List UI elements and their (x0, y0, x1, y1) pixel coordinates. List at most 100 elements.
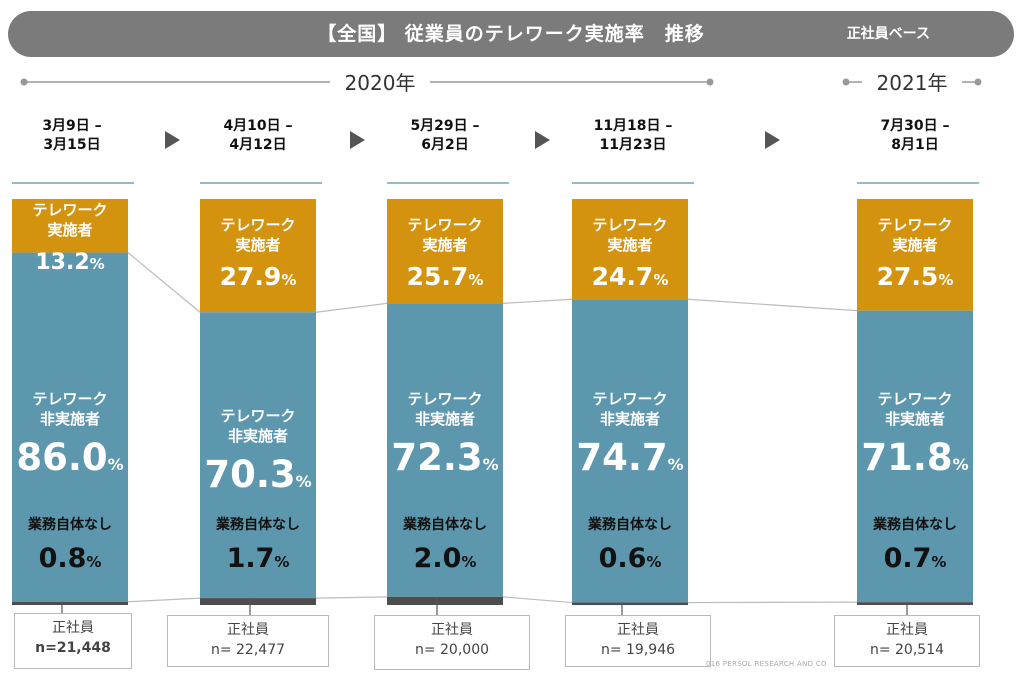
connector-line (315, 596, 388, 599)
bar-segment-no-work (12, 601, 128, 605)
arrow-icon (765, 131, 780, 149)
non-teleworker-value: 70.3% (204, 453, 311, 496)
period-arrows (165, 131, 780, 149)
non-teleworker-label: 非実施者 (40, 410, 100, 428)
no-work-value: 0.8% (39, 543, 102, 574)
teleworker-value: 13.2% (35, 250, 104, 275)
base-label: 正社員 (227, 622, 269, 638)
non-teleworker-label: テレワーク (877, 390, 952, 408)
bar-segment-non-teleworker (572, 299, 688, 603)
bar-segment-non-teleworker (200, 312, 316, 599)
bar-segment-no-work (387, 596, 503, 605)
bar-segment-teleworker (12, 199, 128, 253)
period-label: 4月10日 – 4月12日 (193, 117, 323, 155)
sample-size: n= 20,000 (414, 642, 490, 658)
basis-label: 正社員ベース (846, 26, 930, 42)
period-label-line: 4月10日 – (223, 118, 293, 134)
chart-title: 【全国】 従業員のテレワーク実施率 推移 (317, 23, 705, 45)
non-teleworker-label: テレワーク (407, 390, 482, 408)
no-work-value: 1.7% (227, 543, 290, 574)
teleworker-value: 24.7% (592, 262, 669, 291)
non-teleworker-label: テレワーク (32, 390, 107, 408)
teleworker-label: 実施者 (235, 236, 280, 254)
bar-segment-no-work (572, 602, 688, 606)
period-label-line: 5月29日 – (410, 118, 480, 134)
connector-line (502, 298, 573, 304)
copyright: 016 PERSOL RESEARCH AND CO (706, 660, 827, 668)
teleworker-label: テレワーク (592, 216, 667, 234)
non-teleworker-label: テレワーク (592, 390, 667, 408)
connector-line (127, 597, 201, 603)
bar-segment-teleworker (857, 199, 973, 311)
no-work-label: 業務自体なし (587, 516, 672, 533)
non-teleworker-label: 非実施者 (415, 410, 475, 428)
non-teleworker-label: 非実施者 (600, 410, 660, 428)
teleworker-label: テレワーク (220, 216, 295, 234)
non-teleworker-value: 72.3% (391, 436, 498, 479)
connector-line (502, 596, 573, 604)
teleworker-value: 27.5% (877, 262, 954, 291)
period-label-line: 11月23日 (599, 137, 667, 153)
period-label-line: 11月18日 – (593, 118, 673, 134)
non-teleworker-label: 非実施者 (228, 427, 288, 445)
bar-segment-non-teleworker (387, 303, 503, 597)
arrow-icon (350, 131, 365, 149)
arrow-icon (165, 131, 180, 149)
bar-segment-teleworker (200, 199, 316, 313)
teleworker-label: 実施者 (47, 221, 92, 239)
period-label-line: 3月15日 (43, 137, 101, 153)
teleworker-value: 27.9% (220, 262, 297, 291)
sample-size-box: 正社員 n= 22,477 (167, 615, 329, 667)
teleworker-label: 実施者 (607, 236, 652, 254)
sample-size-box: 正社員 n= 20,514 (834, 615, 980, 667)
teleworker-label: テレワーク (32, 201, 107, 219)
connector-line (127, 252, 201, 313)
period-label: 7月30日 – 8月1日 (850, 117, 980, 155)
sample-size: n= 19,946 (600, 642, 676, 658)
non-teleworker-label: 非実施者 (885, 410, 945, 428)
bar-segment-teleworker (387, 199, 503, 304)
timeline: 2020年 2021年 (20, 71, 982, 95)
year-2021-label: 2021年 (877, 71, 948, 95)
bars: テレワーク実施者13.2%テレワーク非実施者86.0%業務自体なし0.8%テレワ… (12, 182, 979, 615)
sample-size: n= 20,514 (869, 642, 945, 658)
arrow-icon (535, 131, 550, 149)
year-2020-label: 2020年 (345, 71, 416, 95)
sample-size-box: 正社員 n= 20,000 (374, 615, 530, 670)
period-label: 11月18日 – 11月23日 (568, 117, 698, 155)
no-work-label: 業務自体なし (27, 516, 112, 533)
bar-segment-no-work (200, 598, 316, 605)
connector-line (687, 298, 858, 312)
sample-size: n=21,448 (35, 640, 111, 656)
non-teleworker-value: 71.8% (861, 436, 968, 479)
period-label-line: 7月30日 – (880, 118, 950, 134)
period-label: 3月9日 – 3月15日 (7, 117, 137, 155)
sample-size: n= 22,477 (210, 642, 286, 658)
period-label-line: 8月1日 (891, 137, 939, 153)
sample-size-box: 正社員 n=21,448 (14, 613, 132, 669)
teleworker-label: 実施者 (422, 236, 467, 254)
non-teleworker-value: 74.7% (576, 436, 683, 479)
teleworker-value: 25.7% (407, 262, 484, 291)
no-work-label: 業務自体なし (402, 516, 487, 533)
bar-segment-no-work (857, 602, 973, 605)
non-teleworker-label: テレワーク (220, 407, 295, 425)
connector-lines (127, 252, 858, 604)
period-label-line: 4月12日 (229, 137, 287, 153)
connector-line (315, 302, 388, 313)
no-work-label: 業務自体なし (872, 516, 957, 533)
bar-segment-non-teleworker (857, 310, 973, 603)
period-label-line: 3月9日 – (42, 118, 102, 134)
teleworker-label: 実施者 (892, 236, 937, 254)
period-label: 5月29日 – 6月2日 (380, 117, 510, 155)
no-work-label: 業務自体なし (215, 516, 300, 533)
no-work-value: 0.7% (884, 543, 947, 574)
non-teleworker-value: 86.0% (16, 436, 123, 479)
no-work-value: 0.6% (599, 543, 662, 574)
teleworker-label: テレワーク (407, 216, 482, 234)
teleworker-label: テレワーク (877, 216, 952, 234)
bar-segment-teleworker (572, 199, 688, 300)
base-label: 正社員 (886, 622, 928, 638)
base-label: 正社員 (617, 622, 659, 638)
